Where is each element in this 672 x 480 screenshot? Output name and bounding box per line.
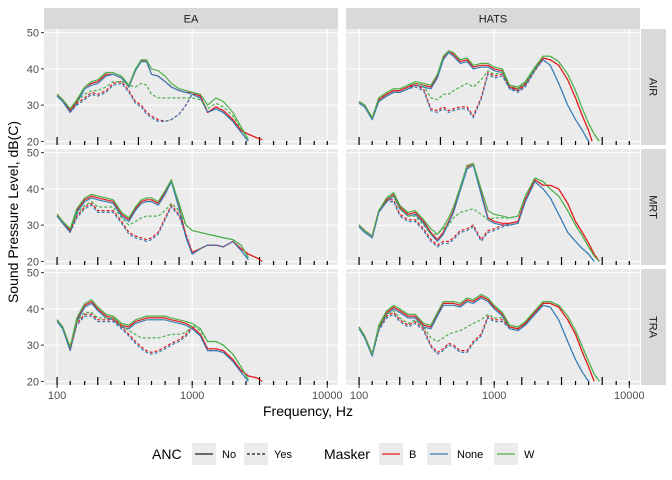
series-line-b-anc-no	[358, 295, 595, 382]
y-tick-label: 20	[27, 136, 39, 148]
y-tick-label: 50	[27, 28, 39, 40]
panel-air-ea	[44, 29, 338, 145]
legend-label-anc-no: No	[222, 449, 236, 461]
panel-air-hats	[346, 29, 640, 145]
series-line-none-anc-yes	[56, 315, 249, 382]
strip-row-air: AIR	[641, 29, 666, 145]
legend-key-anc-yes	[244, 443, 268, 465]
legend-label-masker-none: None	[457, 449, 483, 461]
x-tick-label: 100	[48, 390, 66, 402]
series-line-w-anc-yes	[358, 301, 600, 382]
x-axis-title: Frequency, Hz	[263, 403, 353, 419]
panel-tra-hats	[346, 269, 640, 385]
series-line-b-anc-yes	[56, 80, 257, 139]
rug-ticks	[56, 377, 328, 385]
y-tick-label: 50	[27, 268, 39, 280]
y-tick-label: 50	[27, 148, 39, 160]
series-line-b-anc-yes	[56, 313, 257, 379]
series-lines	[56, 59, 263, 142]
legend: ANC No Yes Masker B None W	[152, 443, 535, 465]
series-line-none-anc-yes	[358, 59, 590, 142]
strip-col-ea: EA	[44, 8, 338, 29]
legend-label-masker-w: W	[524, 449, 535, 461]
y-tick-label: 40	[27, 184, 39, 196]
y-tick-label: 30	[27, 220, 39, 232]
series-line-b-anc-yes	[358, 179, 600, 262]
rug-ticks	[358, 137, 630, 145]
series-line-w-anc-no	[358, 293, 600, 382]
strip-label-row: AIR	[647, 78, 659, 96]
series-line-w-anc-no	[358, 50, 600, 142]
legend-title-masker: Masker	[324, 446, 370, 462]
y-tick-label: 40	[27, 304, 39, 316]
strip-label-col: HATS	[479, 14, 508, 26]
y-tick-label: 20	[27, 376, 39, 388]
legend-title-anc: ANC	[152, 446, 182, 462]
x-tick-label: 100	[350, 390, 368, 402]
y-tick-label: 30	[27, 100, 39, 112]
series-lines	[358, 50, 600, 142]
strip-row-tra: TRA	[641, 269, 666, 385]
series-line-none-anc-yes	[56, 82, 249, 142]
x-tick-label: 1000	[180, 390, 204, 402]
rug-ticks	[56, 257, 328, 265]
series-line-none-anc-yes	[358, 304, 590, 382]
x-tick-label: 10000	[312, 390, 343, 402]
x-tick-label: 1000	[482, 390, 506, 402]
rug-ticks	[358, 257, 630, 265]
x-tick-label: 10000	[614, 390, 645, 402]
series-line-none-anc-no	[56, 60, 249, 142]
series-line-none-anc-yes	[56, 204, 249, 260]
series-lines	[358, 162, 600, 262]
strip-row-mrt: MRT	[641, 149, 666, 265]
series-line-w-anc-yes	[56, 201, 249, 259]
panels-layer	[44, 29, 640, 385]
panel-tra-ea	[44, 269, 338, 385]
series-line-b-anc-yes	[358, 57, 593, 142]
strip-labels: EA HATS AIR MRT TRA	[44, 8, 666, 385]
y-tick-label: 20	[27, 256, 39, 268]
series-lines	[358, 293, 600, 382]
strip-label-col: EA	[184, 14, 199, 26]
series-line-w-anc-yes	[56, 311, 249, 380]
y-tick-label: 40	[27, 64, 39, 76]
panel-mrt-ea	[44, 149, 338, 265]
legend-label-anc-yes: Yes	[274, 449, 292, 461]
series-line-b-anc-yes	[358, 302, 595, 382]
legend-label-masker-b: B	[409, 449, 416, 461]
series-line-none-anc-yes	[358, 181, 595, 262]
panel-mrt-hats	[346, 149, 640, 265]
y-axis-title: Sound Pressure Level, dB(C)	[5, 121, 21, 303]
series-line-w-anc-no	[56, 59, 249, 140]
series-lines	[56, 299, 263, 382]
series-line-w-anc-yes	[358, 177, 600, 262]
strip-col-hats: HATS	[346, 8, 640, 29]
strip-label-row: MRT	[647, 195, 659, 219]
strip-label-row: TRA	[647, 316, 659, 339]
y-tick-label: 30	[27, 340, 39, 352]
series-lines	[56, 179, 263, 262]
rug-ticks	[358, 377, 630, 385]
